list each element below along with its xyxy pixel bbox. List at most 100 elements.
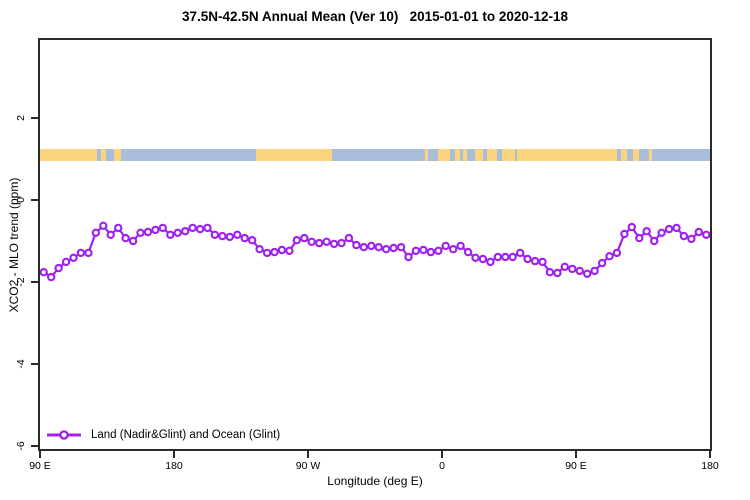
data-point-marker <box>523 254 532 264</box>
data-point-marker <box>694 227 704 237</box>
land-segment <box>620 149 627 161</box>
data-point-marker <box>76 248 86 258</box>
data-point-marker <box>84 248 93 258</box>
data-point-marker <box>590 266 599 276</box>
y-tick-label: 2 <box>15 115 27 121</box>
data-point-marker <box>575 266 584 276</box>
data-point-marker <box>270 247 279 257</box>
data-point-marker <box>396 242 406 252</box>
data-point-marker <box>583 269 592 278</box>
data-point-marker <box>225 232 234 242</box>
data-point-marker <box>597 258 607 268</box>
land-segment <box>113 149 121 161</box>
data-point-marker <box>568 264 577 274</box>
data-point-marker <box>419 245 428 255</box>
data-point-marker <box>188 223 197 233</box>
data-point-marker <box>679 231 689 241</box>
land-segment <box>474 149 483 161</box>
land-segment <box>486 149 497 161</box>
x-axis-label: Longitude (deg E) <box>327 474 423 488</box>
data-point-marker <box>210 230 220 239</box>
data-point-marker <box>687 234 696 244</box>
data-point-marker <box>508 252 517 262</box>
data-point-marker <box>329 239 339 249</box>
data-point-marker <box>344 233 354 243</box>
chart-title: 37.5N-42.5N Annual Mean (Ver 10) 2015-01… <box>182 9 568 24</box>
data-point-marker <box>218 231 227 241</box>
data-point-marker <box>367 241 376 251</box>
data-point-marker <box>404 252 413 262</box>
data-point-marker <box>635 233 644 243</box>
data-point-marker <box>702 230 710 239</box>
x-tick-label: 180 <box>165 460 183 472</box>
data-point-marker <box>426 247 435 257</box>
data-point-marker <box>158 223 168 233</box>
data-point-marker <box>106 230 115 239</box>
x-tick-label: 90 E <box>29 460 51 472</box>
x-tick-mark <box>307 451 309 458</box>
data-point-marker <box>233 230 242 239</box>
data-point-marker <box>277 245 287 255</box>
data-point-marker <box>486 257 495 267</box>
data-point-marker <box>456 241 465 251</box>
data-point-marker <box>612 248 622 258</box>
x-tick-label: 0 <box>439 460 445 472</box>
x-tick-label: 90 W <box>295 460 321 472</box>
y-tick-label: -4 <box>15 359 27 369</box>
land-segment <box>517 149 617 161</box>
y-tick-mark <box>31 117 38 119</box>
data-point-marker <box>121 233 130 243</box>
data-point-marker <box>664 224 674 234</box>
data-point-marker <box>516 248 525 258</box>
land-segment <box>425 149 428 161</box>
data-point-marker <box>292 235 301 245</box>
x-tick-label: 90 E <box>565 460 587 472</box>
data-point-marker <box>337 238 346 248</box>
data-point-marker <box>389 243 398 253</box>
data-point-marker <box>315 238 324 248</box>
data-point-marker <box>441 241 450 251</box>
data-point-marker <box>247 235 257 245</box>
data-point-marker <box>605 251 614 261</box>
data-point-marker <box>61 257 71 267</box>
data-point-marker <box>173 228 182 237</box>
y-axis-label: XCO2 - MLO trend (ppm) <box>7 177 21 313</box>
x-tick-mark <box>575 451 577 458</box>
land-segment <box>100 149 106 161</box>
land-segment <box>437 149 450 161</box>
land-segment <box>632 149 639 161</box>
data-point-marker <box>538 257 547 267</box>
data-point-marker <box>471 253 480 262</box>
land-segment <box>462 149 467 161</box>
data-series-layer <box>40 221 710 282</box>
x-tick-label: 180 <box>701 460 719 472</box>
data-point-marker <box>359 242 368 252</box>
land-segment <box>501 149 515 161</box>
data-point-marker <box>255 244 264 254</box>
y-tick-mark <box>31 445 38 447</box>
data-point-marker <box>530 256 540 266</box>
data-point-marker <box>642 226 651 236</box>
x-tick-mark <box>39 451 41 458</box>
data-point-marker <box>240 233 249 243</box>
data-point-marker <box>352 240 361 250</box>
x-tick-mark <box>709 451 711 458</box>
data-point-marker <box>195 224 205 234</box>
land-segment <box>40 149 97 161</box>
x-tick-mark <box>173 451 175 458</box>
legend-line-marker-icon <box>47 430 81 440</box>
data-point-marker <box>307 237 316 246</box>
data-point-marker <box>672 223 681 233</box>
data-point-marker <box>128 236 138 246</box>
data-point-marker <box>91 228 101 237</box>
y-tick-mark <box>31 281 38 283</box>
land-segment <box>255 149 333 161</box>
data-point-marker <box>151 225 160 235</box>
data-point-marker <box>434 246 443 255</box>
y-tick-mark <box>31 363 38 365</box>
data-point-marker <box>40 268 48 277</box>
data-point-marker <box>620 229 629 239</box>
data-point-marker <box>47 272 56 282</box>
legend: Land (Nadir&Glint) and Ocean (Glint) <box>46 428 280 442</box>
